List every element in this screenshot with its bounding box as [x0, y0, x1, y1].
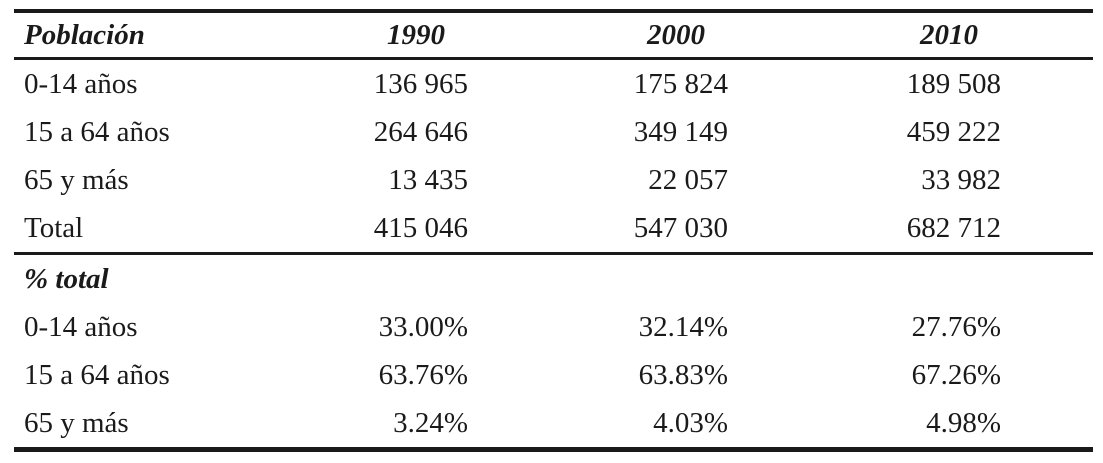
- population-table: Población 1990 2000 2010 0-14 años 136 9…: [14, 9, 1093, 452]
- table-row-0-14: 0-14 años 136 965 175 824 189 508: [14, 59, 1093, 109]
- table-header-row: Población 1990 2000 2010: [14, 11, 1093, 60]
- row-label: Total: [24, 211, 84, 244]
- cell-value-1990: 264 646: [373, 115, 468, 148]
- cell-value-2000: 175 824: [633, 67, 728, 100]
- percent-section: % total 0-14 años 33.00% 32.14% 27.76% 1…: [14, 252, 1093, 450]
- row-label: 15 a 64 años: [24, 358, 170, 391]
- empty-cell: [560, 252, 820, 303]
- cell-value-2010: 189 508: [906, 67, 1001, 100]
- cell-value-2010: 682 712: [906, 211, 1001, 244]
- cell-value-1990: 136 965: [373, 67, 468, 100]
- table-row-total: Total 415 046 547 030 682 712: [14, 204, 1093, 254]
- row-label: 65 y más: [24, 163, 129, 196]
- cell-value-2000: 32.14%: [638, 310, 728, 343]
- column-header-2010: 2010: [820, 11, 1093, 60]
- column-header-2000: 2000: [560, 11, 820, 60]
- empty-cell: [820, 252, 1093, 303]
- counts-section: 0-14 años 136 965 175 824 189 508 15 a 6…: [14, 59, 1093, 254]
- cell-value-2010: 33 982: [921, 163, 1001, 196]
- table-row-pct-15-64: 15 a 64 años 63.76% 63.83% 67.26%: [14, 351, 1093, 399]
- cell-value-1990: 63.76%: [378, 358, 468, 391]
- section-title-percent-total: % total: [14, 252, 300, 303]
- cell-value-1990: 415 046: [373, 211, 468, 244]
- cell-value-1990: 3.24%: [393, 406, 468, 439]
- cell-value-2010: 459 222: [906, 115, 1001, 148]
- cell-value-2010: 67.26%: [911, 358, 1001, 391]
- section-header-row: % total: [14, 252, 1093, 303]
- cell-value-1990: 33.00%: [378, 310, 468, 343]
- table-row-pct-65-mas: 65 y más 3.24% 4.03% 4.98%: [14, 399, 1093, 450]
- row-label: 65 y más: [24, 406, 129, 439]
- cell-value-2000: 22 057: [648, 163, 728, 196]
- column-header-poblacion: Población: [14, 11, 300, 60]
- cell-value-2000: 349 149: [633, 115, 728, 148]
- row-label: 0-14 años: [24, 67, 138, 100]
- cell-value-2000: 547 030: [633, 211, 728, 244]
- cell-value-1990: 13 435: [388, 163, 468, 196]
- empty-cell: [300, 252, 560, 303]
- table-row-65-mas: 65 y más 13 435 22 057 33 982: [14, 156, 1093, 204]
- table-row-pct-0-14: 0-14 años 33.00% 32.14% 27.76%: [14, 303, 1093, 351]
- cell-value-2000: 4.03%: [653, 406, 728, 439]
- cell-value-2000: 63.83%: [638, 358, 728, 391]
- row-label: 15 a 64 años: [24, 115, 170, 148]
- table-row-15-64: 15 a 64 años 264 646 349 149 459 222: [14, 108, 1093, 156]
- row-label: 0-14 años: [24, 310, 138, 343]
- column-header-1990: 1990: [300, 11, 560, 60]
- cell-value-2010: 4.98%: [926, 406, 1001, 439]
- cell-value-2010: 27.76%: [911, 310, 1001, 343]
